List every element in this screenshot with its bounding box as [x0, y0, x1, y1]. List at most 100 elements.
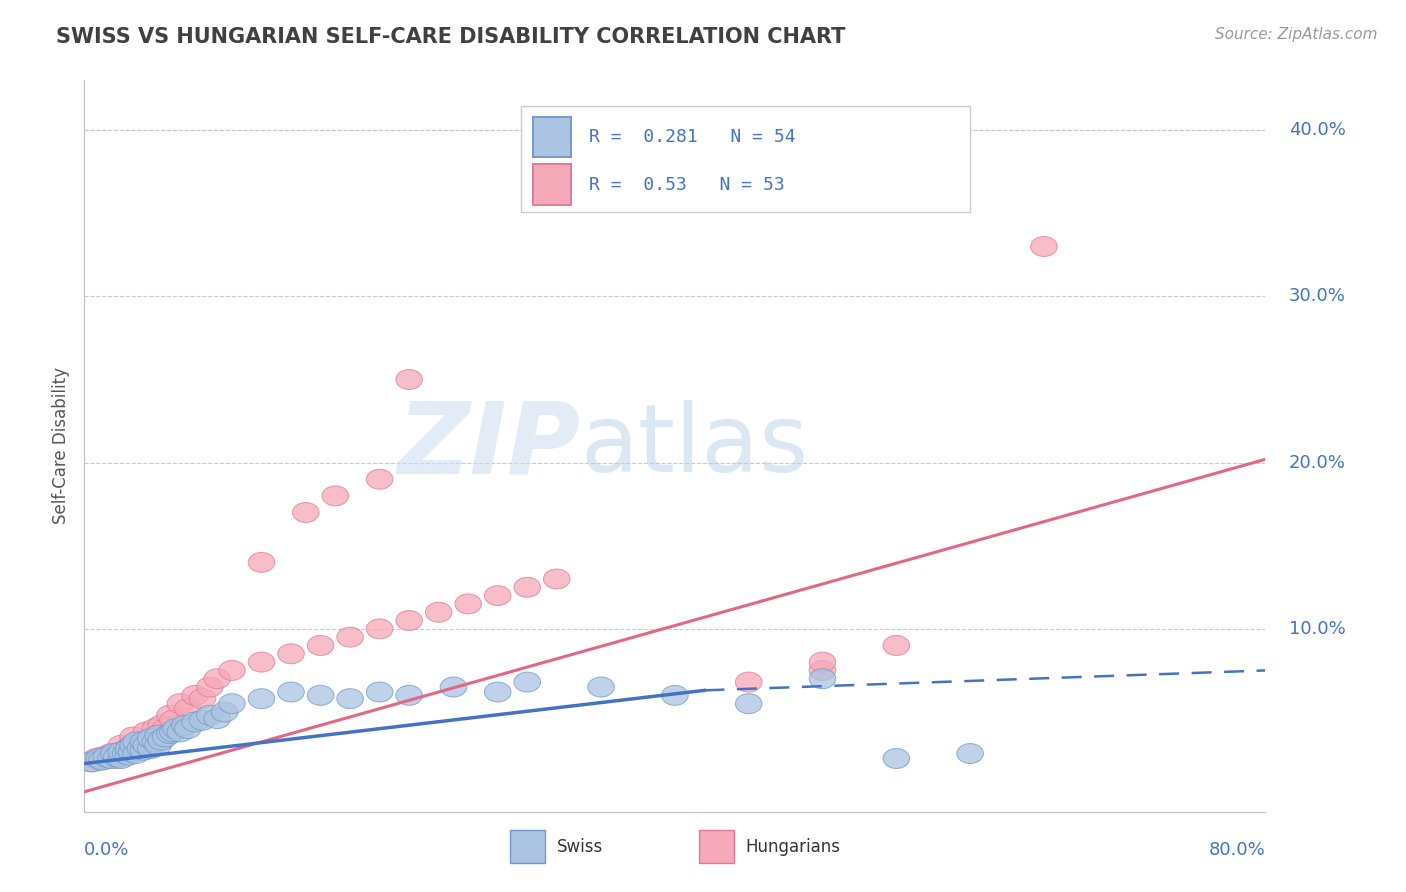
Ellipse shape	[367, 682, 392, 702]
Ellipse shape	[112, 744, 139, 764]
Ellipse shape	[145, 725, 172, 745]
Ellipse shape	[122, 732, 149, 752]
Ellipse shape	[485, 682, 510, 702]
Ellipse shape	[93, 747, 120, 767]
Ellipse shape	[174, 719, 201, 739]
Ellipse shape	[118, 742, 145, 762]
Ellipse shape	[197, 677, 224, 697]
Ellipse shape	[152, 727, 179, 747]
Ellipse shape	[204, 669, 231, 689]
Ellipse shape	[278, 682, 304, 702]
Ellipse shape	[101, 744, 127, 764]
Ellipse shape	[735, 672, 762, 692]
Ellipse shape	[588, 677, 614, 697]
Text: SWISS VS HUNGARIAN SELF-CARE DISABILITY CORRELATION CHART: SWISS VS HUNGARIAN SELF-CARE DISABILITY …	[56, 27, 845, 46]
Ellipse shape	[308, 635, 333, 656]
Text: Source: ZipAtlas.com: Source: ZipAtlas.com	[1215, 27, 1378, 42]
Ellipse shape	[131, 735, 156, 756]
Ellipse shape	[115, 739, 142, 758]
Ellipse shape	[197, 706, 224, 725]
Ellipse shape	[108, 742, 135, 762]
Ellipse shape	[485, 586, 510, 606]
Ellipse shape	[152, 719, 179, 739]
Ellipse shape	[883, 748, 910, 769]
Ellipse shape	[138, 731, 165, 750]
Ellipse shape	[115, 745, 142, 765]
Text: Hungarians: Hungarians	[745, 838, 841, 855]
Ellipse shape	[131, 740, 156, 760]
Ellipse shape	[167, 694, 194, 714]
Ellipse shape	[337, 689, 363, 708]
Ellipse shape	[112, 744, 139, 764]
Ellipse shape	[292, 502, 319, 523]
Ellipse shape	[515, 577, 540, 598]
Ellipse shape	[190, 710, 215, 731]
Ellipse shape	[145, 735, 172, 756]
Ellipse shape	[104, 747, 131, 767]
Text: 80.0%: 80.0%	[1209, 841, 1265, 859]
FancyBboxPatch shape	[522, 106, 970, 212]
Ellipse shape	[172, 715, 198, 735]
Ellipse shape	[440, 677, 467, 697]
Ellipse shape	[89, 747, 115, 767]
Text: 40.0%: 40.0%	[1289, 121, 1346, 139]
Ellipse shape	[127, 732, 153, 752]
FancyBboxPatch shape	[509, 830, 546, 863]
Ellipse shape	[108, 735, 135, 756]
Ellipse shape	[1031, 236, 1057, 257]
Ellipse shape	[662, 685, 688, 706]
Ellipse shape	[86, 748, 112, 769]
Text: 0.0%: 0.0%	[84, 841, 129, 859]
Ellipse shape	[167, 722, 194, 742]
Ellipse shape	[163, 719, 190, 739]
Ellipse shape	[108, 742, 135, 762]
Ellipse shape	[367, 469, 392, 489]
Ellipse shape	[883, 635, 910, 656]
Ellipse shape	[79, 752, 105, 772]
Ellipse shape	[86, 750, 112, 770]
Ellipse shape	[142, 732, 169, 752]
FancyBboxPatch shape	[533, 164, 571, 204]
Text: atlas: atlas	[581, 400, 808, 492]
Ellipse shape	[456, 594, 481, 614]
Ellipse shape	[97, 744, 124, 764]
Ellipse shape	[396, 369, 422, 390]
Ellipse shape	[148, 731, 174, 750]
Ellipse shape	[544, 569, 569, 589]
Ellipse shape	[396, 610, 422, 631]
FancyBboxPatch shape	[699, 830, 734, 863]
Ellipse shape	[160, 710, 186, 731]
Ellipse shape	[134, 735, 160, 756]
Ellipse shape	[138, 739, 165, 758]
Ellipse shape	[79, 752, 105, 772]
Ellipse shape	[104, 748, 131, 769]
Text: 20.0%: 20.0%	[1289, 454, 1346, 472]
Text: 10.0%: 10.0%	[1289, 620, 1346, 638]
Ellipse shape	[115, 739, 142, 758]
Ellipse shape	[367, 619, 392, 639]
Ellipse shape	[337, 627, 363, 648]
Ellipse shape	[89, 750, 115, 770]
Ellipse shape	[138, 729, 165, 748]
Ellipse shape	[181, 712, 208, 732]
Ellipse shape	[810, 669, 835, 689]
Ellipse shape	[219, 660, 245, 681]
Ellipse shape	[122, 739, 149, 758]
Ellipse shape	[249, 552, 274, 573]
Ellipse shape	[278, 644, 304, 664]
Ellipse shape	[181, 685, 208, 706]
Ellipse shape	[145, 725, 172, 745]
Ellipse shape	[322, 486, 349, 506]
Ellipse shape	[174, 698, 201, 719]
Ellipse shape	[515, 672, 540, 692]
Ellipse shape	[249, 689, 274, 708]
Ellipse shape	[426, 602, 451, 623]
Ellipse shape	[142, 719, 169, 739]
Ellipse shape	[396, 685, 422, 706]
Text: Swiss: Swiss	[557, 838, 603, 855]
Text: ZIP: ZIP	[398, 398, 581, 494]
Ellipse shape	[118, 735, 145, 756]
Ellipse shape	[97, 748, 124, 769]
Ellipse shape	[810, 660, 835, 681]
Ellipse shape	[101, 747, 127, 767]
